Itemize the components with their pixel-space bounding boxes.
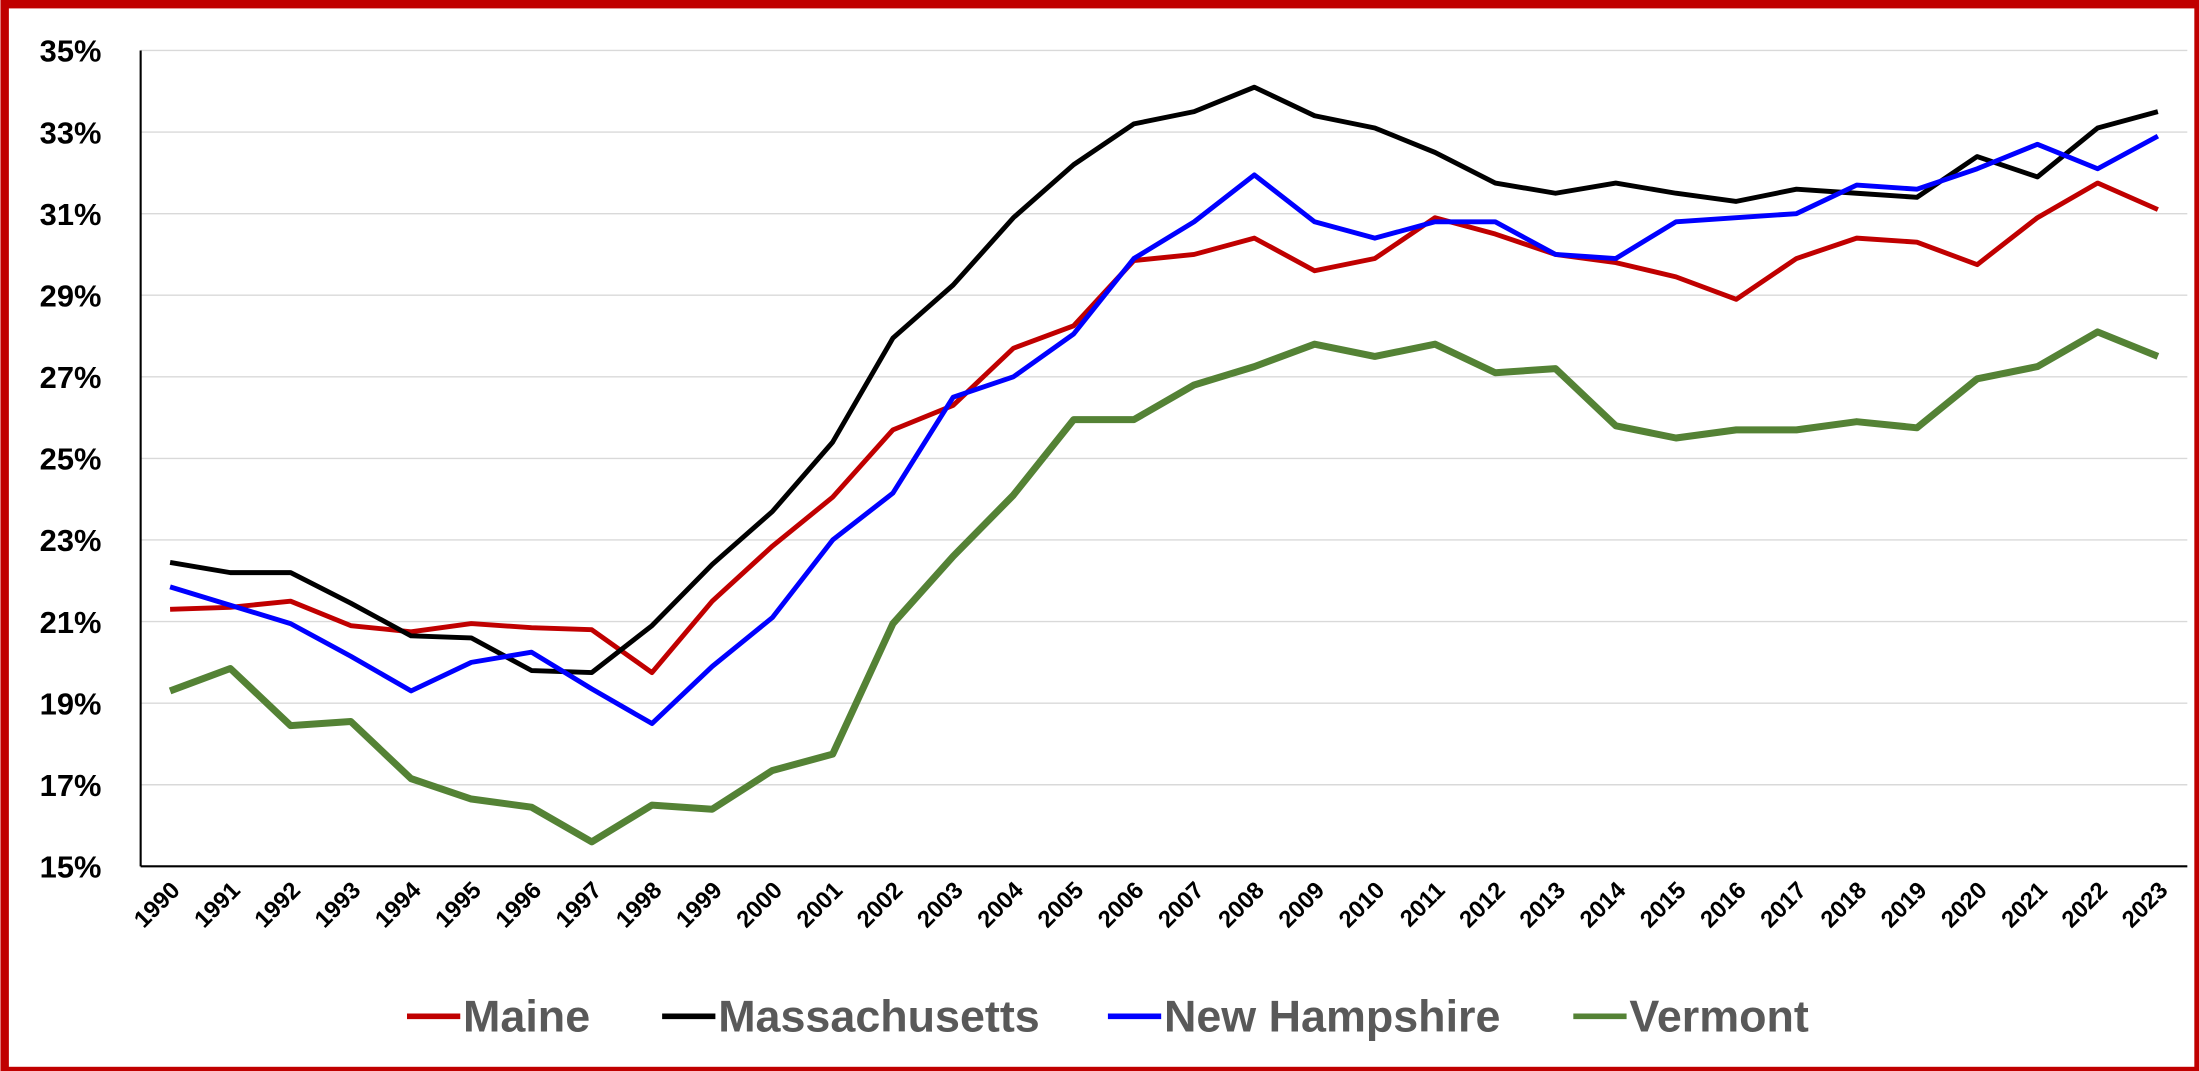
- x-tick-label: 2003: [912, 877, 969, 934]
- y-tick-label: 25%: [40, 442, 102, 477]
- legend-label: Maine: [463, 991, 590, 1042]
- x-tick-label: 2005: [1033, 877, 1090, 934]
- x-tick-label: 2011: [1395, 877, 1451, 933]
- x-tick-label: 2010: [1334, 877, 1391, 934]
- x-tick-label: 2021: [1996, 877, 2053, 934]
- x-tick-label: 2009: [1273, 877, 1330, 934]
- x-tick-label: 2012: [1454, 877, 1511, 934]
- x-tick-label: 2018: [1816, 877, 1873, 934]
- x-tick-label: 2000: [731, 877, 788, 934]
- series-line: [168, 328, 2160, 846]
- legend-item: Vermont: [1573, 991, 1809, 1042]
- legend-label: New Hampshire: [1164, 991, 1500, 1042]
- x-tick-label: 2020: [1936, 877, 1993, 934]
- x-tick-label: 1990: [129, 877, 186, 934]
- legend-item: Maine: [406, 991, 590, 1042]
- x-tick-label: 1991: [189, 877, 246, 934]
- y-tick-label: 35%: [40, 34, 102, 69]
- y-tick-label: 27%: [40, 360, 102, 395]
- x-tick-label: 2006: [1093, 877, 1150, 934]
- x-tick-label: 2004: [972, 876, 1029, 933]
- series-line: [170, 180, 2159, 676]
- x-tick-label: 1998: [611, 877, 668, 934]
- x-tick-label: 2016: [1695, 877, 1752, 934]
- y-tick-label: 21%: [40, 605, 102, 640]
- x-tick-label: 2015: [1635, 877, 1692, 934]
- x-tick-label: 1994: [370, 876, 427, 933]
- x-tick-label: 2001: [792, 877, 849, 934]
- y-tick-label: 15%: [40, 850, 102, 885]
- legend-label: Massachusetts: [718, 991, 1040, 1042]
- series-line: [169, 133, 2160, 727]
- x-tick-label: 2017: [1755, 877, 1812, 934]
- y-tick-label: 29%: [40, 278, 102, 313]
- x-tick-label: 2023: [2117, 877, 2174, 934]
- x-tick-label: 2022: [2057, 877, 2114, 934]
- y-tick-label: 33%: [40, 115, 102, 150]
- legend-label: Vermont: [1629, 991, 1808, 1042]
- x-tick-label: 2014: [1575, 876, 1632, 933]
- series-line: [169, 84, 2159, 676]
- x-tick-label: 1993: [310, 877, 367, 934]
- y-tick-label: 31%: [40, 197, 102, 232]
- legend-item: Massachusetts: [662, 991, 1040, 1042]
- legend-item: New Hampshire: [1107, 991, 1500, 1042]
- x-tick-label: 2002: [852, 877, 909, 934]
- x-tick-label: 2013: [1514, 877, 1571, 934]
- x-tick-label: 1992: [249, 877, 306, 934]
- y-tick-label: 23%: [40, 523, 102, 558]
- x-tick-label: 2008: [1213, 877, 1270, 934]
- x-tick-label: 1995: [430, 877, 487, 934]
- x-tick-label: 2007: [1153, 877, 1210, 934]
- x-tick-label: 1997: [551, 877, 608, 934]
- y-tick-label: 17%: [40, 768, 102, 803]
- x-tick-label: 1999: [671, 877, 728, 934]
- y-tick-label: 19%: [40, 686, 102, 721]
- x-tick-label: 2019: [1876, 877, 1933, 934]
- x-tick-label: 1996: [490, 877, 547, 934]
